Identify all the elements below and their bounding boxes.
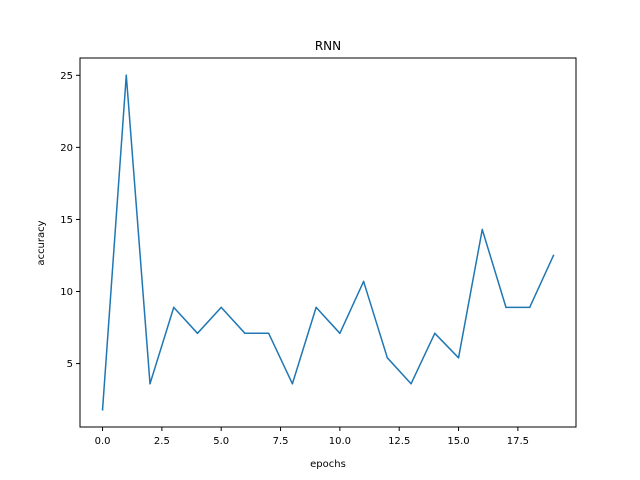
data-point: [552, 254, 555, 257]
data-point: [267, 332, 270, 335]
data-point: [244, 332, 246, 335]
y-tick-label: 20: [60, 143, 73, 154]
data-point: [196, 332, 199, 335]
x-tick-label: 0.0: [95, 436, 111, 447]
y-axis: 5 10 15 20 25: [60, 71, 80, 370]
chart-title: RNN: [315, 39, 341, 53]
x-tick-label: 12.5: [388, 436, 410, 447]
x-tick-label: 15.0: [447, 436, 469, 447]
data-point: [172, 306, 175, 309]
data-point: [386, 357, 389, 359]
data-point: [528, 306, 531, 309]
data-point: [505, 306, 507, 309]
y-axis-title: accuracy: [36, 220, 47, 265]
x-tick-label: 10.0: [329, 436, 351, 447]
data-point: [315, 306, 317, 309]
data-point: [410, 383, 412, 385]
data-point: [149, 383, 151, 385]
x-tick-label: 5.0: [213, 436, 229, 447]
x-tick-label: 17.5: [507, 436, 529, 447]
data-point: [220, 306, 222, 309]
x-axis-title: epochs: [310, 459, 346, 470]
series-line: [101, 74, 555, 411]
x-tick-label: 2.5: [154, 436, 170, 447]
y-tick-label: 10: [60, 287, 73, 298]
plot-layer: [101, 74, 555, 411]
data-point: [291, 383, 294, 385]
x-axis: 0.0 2.5 5.0 7.5 10.0 12.5 15.0 17.5: [95, 427, 529, 447]
data-point: [125, 74, 128, 77]
data-point: [101, 408, 104, 411]
data-point: [481, 228, 484, 231]
plot-frame: [79, 57, 577, 428]
y-tick-label: 15: [60, 215, 73, 226]
x-tick-label: 7.5: [273, 436, 289, 447]
data-point: [362, 280, 365, 283]
y-tick-label: 5: [67, 359, 73, 370]
data-point: [339, 332, 341, 335]
data-point: [457, 357, 460, 359]
y-tick-label: 25: [60, 71, 73, 82]
data-point: [434, 332, 436, 335]
